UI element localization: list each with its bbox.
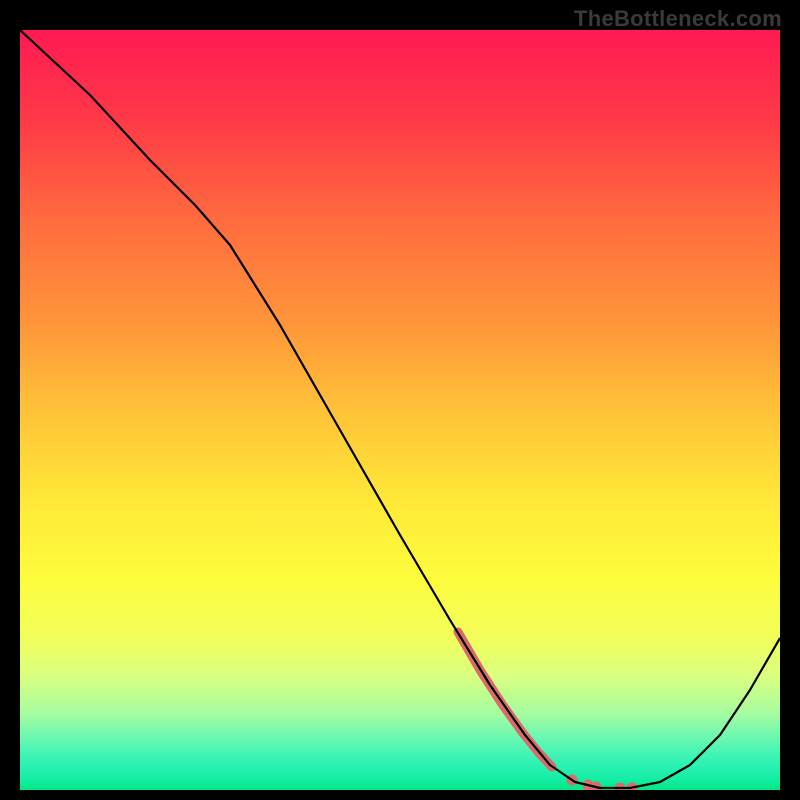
bottleneck-curve (20, 30, 780, 788)
plot-area (20, 30, 780, 790)
watermark-text: TheBottleneck.com (574, 6, 782, 32)
highlight-stroke (458, 632, 552, 767)
curve-layer (20, 30, 780, 790)
